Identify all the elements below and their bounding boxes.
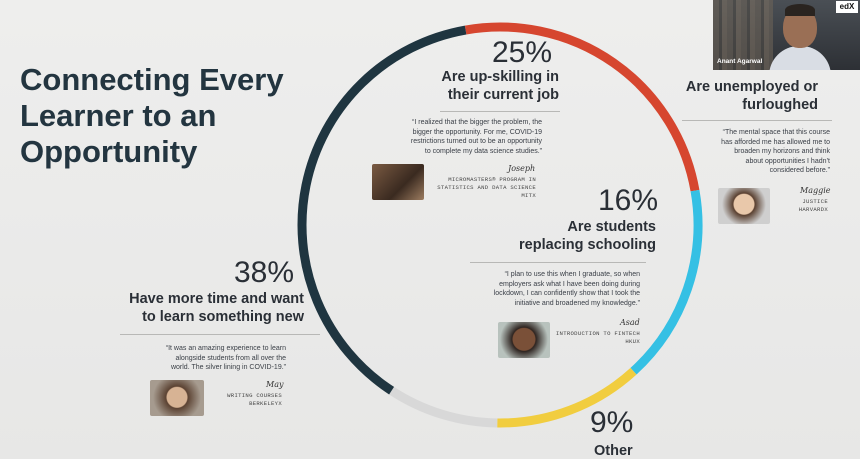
course-asad-line: Introduction to FinTech <box>555 330 640 337</box>
stat-more-time-label-line2: to learn something new <box>142 309 304 325</box>
stat-unemployed-label-line1: Are unemployed or <box>685 79 818 95</box>
presenter-shirt <box>769 46 831 70</box>
stat-upskilling-label-line1: Are up-skilling in <box>441 69 559 85</box>
quote-joseph: “I realized that the bigger the problem,… <box>362 118 542 156</box>
ring-segment-other <box>389 386 498 428</box>
quote-may: “It was an amazing experience to learn a… <box>130 344 286 373</box>
signature-joseph: Joseph <box>508 164 536 173</box>
stat-unemployed-label-line2: furloughed <box>742 97 818 113</box>
stat-other-percent: 9% <box>590 406 634 439</box>
video-background <box>713 0 773 70</box>
stat-unemployed-label: Are unemployed or furloughed <box>680 78 818 114</box>
ring-segment-upskilling <box>464 22 700 192</box>
quote-joseph-line: restrictions turned out to be an opportu… <box>410 138 542 145</box>
stat-students-percent: 16% <box>598 184 659 217</box>
course-joseph-line: Statistics and Data Science <box>437 184 536 191</box>
quote-may-line: alongside students from all over the <box>175 354 286 362</box>
course-maggie-line: Justice <box>802 198 828 205</box>
quote-may-line: “It was an amazing experience to learn <box>165 345 286 352</box>
presenter-video-feed[interactable]: Anant Agarwal edX <box>713 0 860 70</box>
course-asad: Introduction to FinTech HKUx <box>552 330 640 346</box>
avatar-joseph <box>372 164 424 200</box>
quote-asad: “I plan to use this when I graduate, so … <box>462 270 640 308</box>
quote-asad-line: “I plan to use this when I graduate, so … <box>504 271 640 278</box>
stat-more-time-label: Have more time and want to learn somethi… <box>112 290 304 326</box>
stat-students-label-line1: Are students <box>567 219 656 235</box>
signature-maggie: Maggie <box>800 186 831 195</box>
quote-maggie-line: has afforded me has allowed me to <box>721 138 830 146</box>
edx-logo: edX <box>836 1 858 13</box>
stat-upskilling-label: Are up-skilling in their current job <box>441 68 559 104</box>
ring-segment-more-time <box>297 25 467 395</box>
quote-may-line: world. The silver lining in COVID-19.” <box>170 364 286 371</box>
avatar-asad <box>498 322 550 358</box>
quote-asad-line: initiative and broadened my knowledge.” <box>514 299 640 307</box>
quote-maggie-line: broaden my horizons and think <box>734 148 830 155</box>
course-joseph-line: MicroMasters® Program in <box>448 176 536 183</box>
stat-students-label: Are students replacing schooling <box>502 218 656 254</box>
signature-may: May <box>266 380 284 389</box>
course-joseph-line: MITx <box>521 192 536 199</box>
course-maggie-line: HarvardX <box>798 206 828 213</box>
avatar-may <box>150 380 204 416</box>
course-may-line: BerkeleyX <box>249 400 282 407</box>
quote-asad-line: employers ask what I have been doing dur… <box>499 280 640 288</box>
course-maggie: Justice HarvardX <box>772 198 828 214</box>
slide-title: Connecting Every Learner to an Opportuni… <box>20 62 284 169</box>
course-joseph: MicroMasters® Program in Statistics and … <box>428 176 536 200</box>
course-may: Writing Courses BerkeleyX <box>210 392 282 408</box>
stat-students-label-line2: replacing schooling <box>519 237 656 253</box>
course-asad-line: HKUx <box>625 338 640 345</box>
avatar-maggie <box>718 188 770 224</box>
presenter-name: Anant Agarwal <box>717 58 763 65</box>
quote-joseph-line: “I realized that the bigger the problem,… <box>412 119 542 126</box>
quote-maggie-line: “The mental space that this course <box>722 129 830 136</box>
quote-maggie-line: considered before.” <box>769 167 830 174</box>
ring-segment-students <box>630 189 703 375</box>
stat-more-time-label-line1: Have more time and want <box>129 291 304 307</box>
quote-joseph-line: bigger the opportunity. For me, COVID-19 <box>412 128 542 136</box>
course-may-line: Writing Courses <box>227 392 282 399</box>
ring-segment-unemployed <box>497 367 637 428</box>
stat-other-label: Other <box>594 443 633 459</box>
quote-asad-line: lockdown, I can confidently show that I … <box>493 290 640 297</box>
stat-more-time-percent: 38% <box>234 256 295 289</box>
divider-students <box>470 262 646 263</box>
quote-maggie: “The mental space that this course has a… <box>690 128 830 176</box>
stat-upskilling-percent: 25% <box>492 36 553 69</box>
divider-more-time <box>120 334 320 335</box>
divider-unemployed <box>682 120 832 121</box>
signature-asad: Asad <box>620 318 640 327</box>
quote-maggie-line: about opportunities I hadn’t <box>745 157 830 165</box>
presenter-hair <box>785 4 815 16</box>
stat-upskilling-label-line2: their current job <box>447 87 559 103</box>
divider-upskilling <box>440 111 560 112</box>
quote-joseph-line: to complete my data science studies.” <box>424 147 542 155</box>
